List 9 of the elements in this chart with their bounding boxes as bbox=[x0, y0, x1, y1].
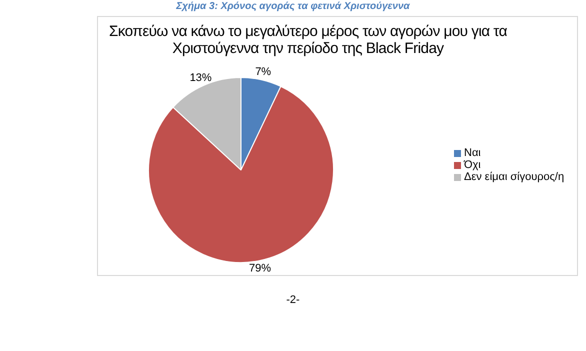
legend-label: Δεν είμαι σίγουρος/η bbox=[464, 171, 564, 183]
legend-label: Όχι bbox=[464, 159, 481, 171]
text: Σχήμα 3: Χρόνος αγοράς τα φετινά Χριστούγεννα bbox=[175, 1, 411, 12]
chart-title: Σκοπεύω να κάνω το μεγαλύτερο μέρος των αγορών μου για τα Χριστούγεννα την περίοδο της Black Friday bbox=[108, 23, 508, 57]
text: -2- bbox=[285, 294, 301, 306]
data-label: 13% bbox=[190, 72, 212, 84]
data-label: 79% bbox=[249, 262, 272, 275]
legend-label: Ναι bbox=[464, 147, 481, 159]
data-label: 7% bbox=[255, 66, 272, 78]
